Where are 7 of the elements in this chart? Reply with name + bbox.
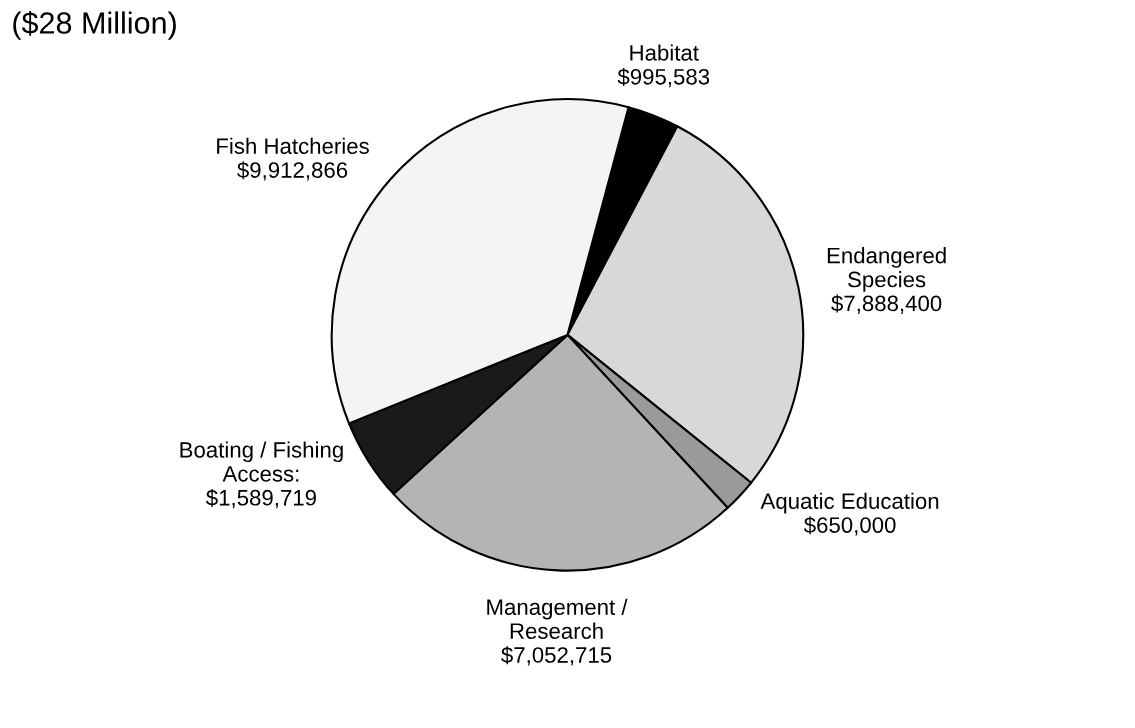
slice-label: Habitat $995,583 [617,44,710,88]
slice-label: Fish Hatcheries $9,912,866 [217,137,369,181]
slice-label: Boating / Fishing Access: $1,589,719 [180,441,343,509]
slice-label: Endangered Species $7,888,400 [827,247,946,314]
slice-label: Aquatic Education $650,000 [760,492,939,536]
slice-label: Management / Research $7,052,715 [487,598,628,666]
chart-title: ($28 Million) [13,10,176,40]
